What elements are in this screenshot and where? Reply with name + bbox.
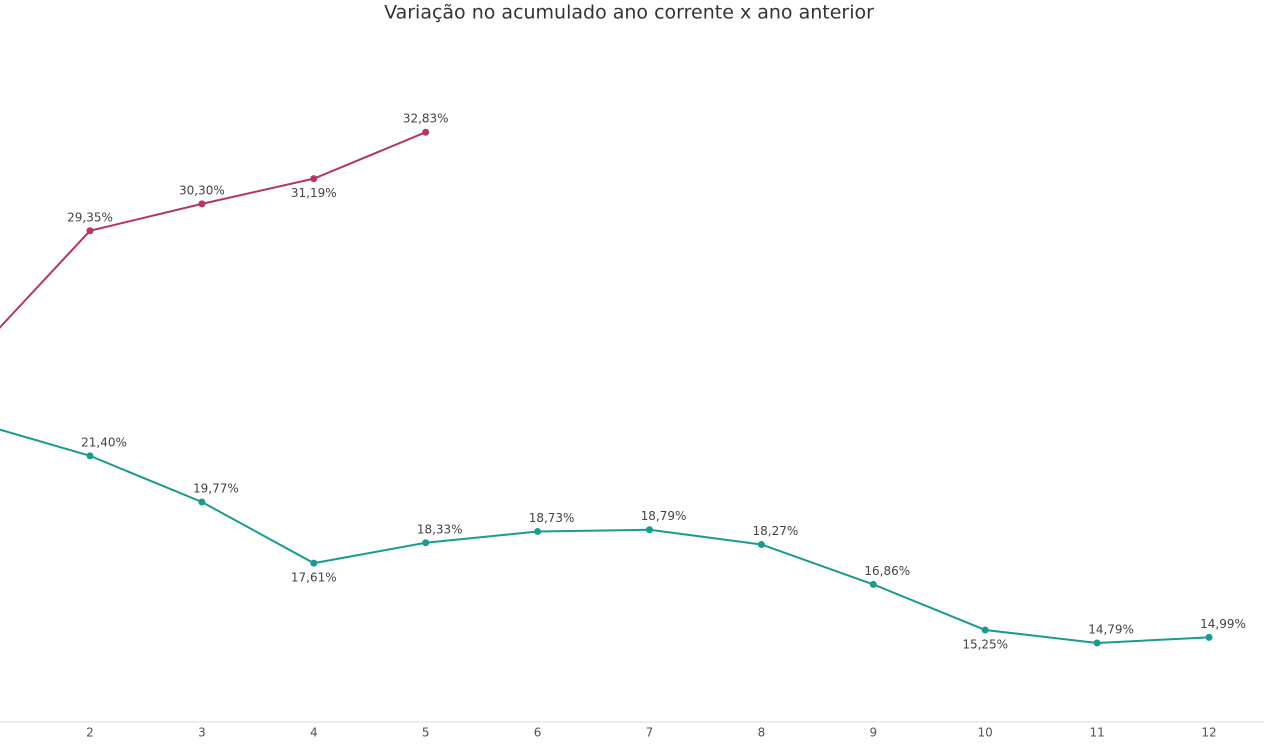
- point: [534, 527, 542, 535]
- data-label: 30,30%: [179, 183, 225, 197]
- point: [86, 227, 94, 235]
- data-label: 32,83%: [403, 112, 449, 126]
- data-label: 15,25%: [962, 637, 1008, 651]
- data-label: 18,79%: [641, 509, 687, 523]
- data-label: 17,61%: [291, 571, 337, 585]
- data-label: 14,79%: [1088, 623, 1134, 637]
- point: [86, 452, 94, 460]
- x-tick-label: 11: [1089, 726, 1104, 740]
- line: [0, 131, 427, 329]
- data-label: 18,73%: [529, 511, 575, 525]
- data-label: 16,86%: [864, 564, 910, 578]
- x-tick-label: 9: [869, 726, 877, 740]
- point: [198, 498, 206, 506]
- x-tick-label: 5: [422, 726, 430, 740]
- x-tick-label: 4: [310, 726, 318, 740]
- data-label: 14,99%: [1200, 617, 1246, 631]
- point: [757, 540, 765, 548]
- point: [310, 559, 318, 567]
- point: [310, 175, 318, 183]
- data-label: 18,33%: [417, 522, 463, 536]
- point: [1093, 639, 1101, 647]
- x-tick-label: 2: [86, 726, 94, 740]
- x-tick-label: 3: [198, 726, 206, 740]
- point: [1205, 633, 1213, 641]
- data-label: 29,35%: [67, 210, 113, 224]
- point: [422, 128, 430, 136]
- x-tick-label: 8: [758, 726, 766, 740]
- data-label: 31,19%: [291, 186, 337, 200]
- point: [646, 526, 653, 534]
- point: [981, 626, 989, 634]
- x-tick-label: 10: [978, 726, 993, 740]
- point: [422, 539, 430, 547]
- data-label: 19,77%: [193, 482, 239, 496]
- point: [198, 200, 206, 208]
- x-tick-label: 6: [534, 726, 542, 740]
- data-label: 18,27%: [753, 524, 799, 538]
- chart-title: Variação no acumulado ano corrente x ano…: [384, 2, 874, 24]
- data-label: 21,40%: [81, 435, 127, 449]
- x-tick-label: 12: [1201, 726, 1216, 740]
- line: [0, 428, 1210, 645]
- x-tick-label: 7: [646, 726, 654, 740]
- point: [869, 580, 877, 588]
